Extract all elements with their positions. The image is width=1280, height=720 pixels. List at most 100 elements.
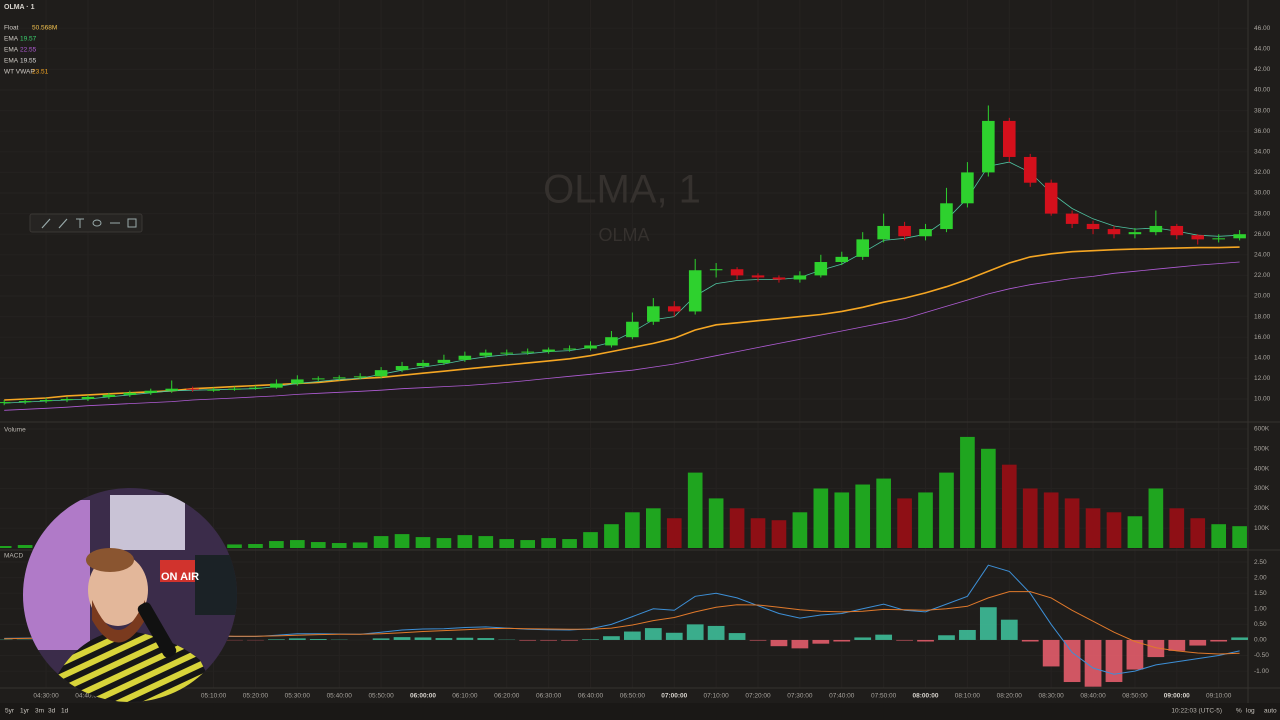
volume-bar <box>1148 488 1164 548</box>
x-tick-label: 05:20:00 <box>243 693 269 700</box>
macd-histogram-bar <box>1210 639 1228 642</box>
range-button[interactable]: 1d <box>61 708 69 715</box>
volume-tick-label: 600K <box>1254 426 1270 433</box>
x-tick-label: 06:20:00 <box>494 693 520 700</box>
macd-histogram-bar <box>435 638 453 640</box>
volume-bar <box>855 484 871 548</box>
candle-body <box>961 172 974 204</box>
x-tick-label: 08:10:00 <box>955 693 981 700</box>
macd-histogram-bar <box>1231 637 1248 640</box>
macd-histogram-bar <box>1000 619 1018 640</box>
macd-histogram-bar <box>791 639 809 649</box>
symbol-title: OLMA · 1 <box>4 4 35 11</box>
range-button[interactable]: 3m <box>35 708 44 715</box>
candle-body <box>835 256 849 263</box>
volume-bar <box>310 542 326 548</box>
candle-body <box>814 262 828 276</box>
candle-body <box>123 392 137 395</box>
candle-body <box>1044 182 1058 214</box>
price-tick-label: 28.00 <box>1254 210 1271 217</box>
x-tick-label: 08:20:00 <box>997 693 1023 700</box>
macd-histogram-bar <box>309 639 327 640</box>
macd-histogram-bar <box>1063 639 1081 683</box>
volume-tick-label: 200K <box>1254 505 1270 512</box>
legend-value: 19.57 <box>20 36 37 43</box>
candle-body <box>1023 156 1037 183</box>
watermark: OLMA, 1 <box>543 168 701 212</box>
volume-bar <box>520 540 536 548</box>
drawing-toolbar[interactable] <box>29 213 143 233</box>
candle-body <box>228 388 241 390</box>
volume-bar <box>290 540 305 548</box>
macd-label: MACD <box>4 553 23 560</box>
x-tick-label: 08:40:00 <box>1080 693 1106 700</box>
volume-bar <box>17 545 33 548</box>
x-tick-label: 05:30:00 <box>285 693 311 700</box>
range-button[interactable]: 1yr <box>20 708 30 715</box>
candle-body <box>395 366 409 371</box>
volume-bar <box>373 536 389 548</box>
watermark-sub: OLMA <box>598 225 649 245</box>
candle-body <box>688 270 702 312</box>
macd-histogram-bar <box>1021 639 1039 642</box>
volume-bar <box>1022 488 1038 548</box>
volume-tick-label: 400K <box>1254 465 1270 472</box>
candle-body <box>374 370 388 377</box>
candle-body <box>1065 213 1079 224</box>
macd-histogram-bar <box>686 624 704 640</box>
candle-body <box>709 269 723 271</box>
macd-histogram-bar <box>854 637 872 640</box>
volume-bar <box>331 543 347 548</box>
macd-tick-label: 2.00 <box>1254 574 1267 581</box>
price-tick-label: 42.00 <box>1254 66 1271 73</box>
volume-bar <box>729 508 745 548</box>
price-tick-label: 14.00 <box>1254 355 1271 362</box>
price-tick-label: 40.00 <box>1254 87 1271 94</box>
volume-bar <box>666 518 682 548</box>
candle-body <box>1107 229 1121 235</box>
x-tick-label: 08:30:00 <box>1039 693 1065 700</box>
volume-bar <box>1085 508 1101 548</box>
volume-bar <box>562 539 577 548</box>
scale-option[interactable]: auto <box>1264 708 1277 715</box>
range-button[interactable]: 5yr <box>5 708 15 715</box>
scale-option[interactable]: % <box>1236 708 1242 715</box>
macd-histogram-bar <box>812 639 830 644</box>
macd-histogram-bar <box>540 639 557 641</box>
candle-body <box>18 401 32 403</box>
candle-body <box>39 400 53 402</box>
volume-bar <box>1211 524 1227 548</box>
volume-bar <box>771 520 787 548</box>
candle-body <box>353 376 367 378</box>
volume-bar <box>687 472 703 548</box>
candle-body <box>0 402 11 404</box>
volume-bar <box>645 508 661 548</box>
volume-bar <box>352 542 368 548</box>
candle-body <box>877 225 890 240</box>
macd-histogram-bar <box>979 607 997 640</box>
candle-body <box>1212 238 1225 240</box>
candle-body <box>1003 120 1016 157</box>
candle-body <box>1086 223 1100 230</box>
candle-body <box>186 388 199 390</box>
x-tick-label: 04:40:00 <box>75 693 101 700</box>
candle-body <box>1191 235 1205 240</box>
volume-bar <box>792 512 808 548</box>
volume-bar <box>813 488 829 548</box>
volume-bar <box>499 539 515 548</box>
macd-histogram-bar <box>665 632 683 640</box>
candle-body <box>60 398 74 401</box>
indicator-line <box>4 261 1240 411</box>
volume-bar <box>625 512 640 548</box>
candle-body <box>165 388 178 391</box>
macd-tick-label: 1.50 <box>1254 590 1267 597</box>
volume-bar <box>541 538 556 548</box>
candle-body <box>667 306 681 312</box>
scale-option[interactable]: log <box>1246 708 1255 715</box>
candle-body <box>751 275 765 278</box>
macd-histogram-bar <box>896 639 913 641</box>
legend-value: 22.55 <box>20 47 37 54</box>
range-button[interactable]: 3d <box>48 708 56 715</box>
volume-bar <box>0 546 12 548</box>
